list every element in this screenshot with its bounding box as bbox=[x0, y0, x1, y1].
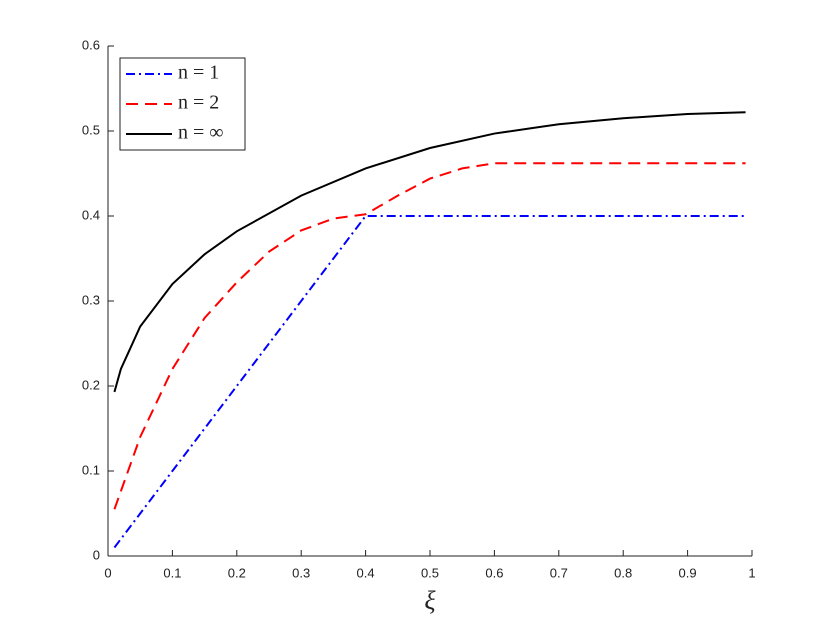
y-tick-label: 0.4 bbox=[82, 207, 100, 222]
y-tick-label: 0.2 bbox=[82, 377, 100, 392]
x-tick-label: 1 bbox=[748, 565, 755, 580]
x-tick-label: 0.7 bbox=[550, 565, 568, 580]
y-tick-label: 0.3 bbox=[82, 292, 100, 307]
x-tick-label: 0.3 bbox=[292, 565, 310, 580]
legend-label: n = 1 bbox=[178, 62, 219, 84]
line bbox=[113, 111, 746, 393]
y-tick-label: 0.1 bbox=[82, 462, 100, 477]
x-tick-label: 0.5 bbox=[421, 565, 439, 580]
x-tick-label: 0.2 bbox=[228, 565, 246, 580]
line bbox=[113, 162, 746, 510]
x-tick-label: 0.6 bbox=[485, 565, 503, 580]
y-tick-label: 0 bbox=[93, 547, 100, 562]
y-tick-label: 0.5 bbox=[82, 122, 100, 137]
legend-label: n = ∞ bbox=[178, 122, 224, 144]
x-axis-label: ξ bbox=[424, 586, 436, 615]
x-tick-label: 0 bbox=[104, 565, 111, 580]
y-tick-label: 0.6 bbox=[82, 37, 100, 52]
x-tick-label: 0.1 bbox=[163, 565, 181, 580]
x-tick-label: 0.8 bbox=[614, 565, 632, 580]
line bbox=[113, 215, 746, 549]
legend-label: n = 2 bbox=[178, 92, 219, 114]
x-tick-label: 0.9 bbox=[679, 565, 697, 580]
x-tick-label: 0.4 bbox=[357, 565, 375, 580]
